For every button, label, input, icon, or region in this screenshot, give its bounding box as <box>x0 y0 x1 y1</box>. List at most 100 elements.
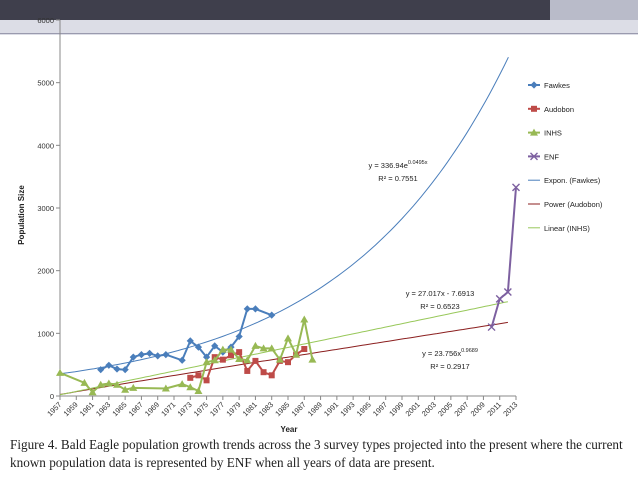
y-tick-label: 4000 <box>37 141 54 150</box>
x-tick-label: 1991 <box>322 400 340 418</box>
x-tick-label: 2001 <box>404 400 422 418</box>
data-point <box>195 372 202 379</box>
data-point <box>186 383 195 391</box>
y-tick-label: 6000 <box>37 16 54 25</box>
x-tick-label: 1995 <box>355 400 373 418</box>
data-point <box>113 380 121 388</box>
trendline <box>59 321 508 395</box>
x-tick-label: 1965 <box>110 400 128 418</box>
x-tick-label: 1987 <box>290 400 308 418</box>
data-point <box>512 183 520 192</box>
legend-label: Fawkes <box>544 81 570 90</box>
y-tick-label: 2000 <box>37 267 54 276</box>
data-point <box>228 352 234 359</box>
x-tick-label: 2003 <box>420 400 438 418</box>
data-point <box>260 369 267 376</box>
data-point <box>186 337 194 345</box>
data-point <box>121 385 130 393</box>
data-point <box>178 380 187 388</box>
y-axis-label: Population Size <box>17 185 26 245</box>
data-point <box>251 341 260 349</box>
y-tick-label: 3000 <box>37 204 54 213</box>
slide-header-band <box>0 20 638 35</box>
data-point <box>202 353 211 361</box>
legend-label: ENF <box>544 152 559 161</box>
legend-marker <box>530 128 538 136</box>
data-point <box>194 343 203 351</box>
data-point <box>292 350 301 358</box>
data-point <box>96 380 105 388</box>
x-tick-label: 2005 <box>436 400 454 418</box>
data-point <box>56 368 64 376</box>
slide-header-bar <box>0 0 638 20</box>
data-point <box>105 361 113 369</box>
data-point <box>284 334 292 342</box>
data-point <box>121 366 129 374</box>
data-point <box>104 379 113 387</box>
legend-label: Expon. (Fawkes) <box>544 176 601 185</box>
x-tick-label: 1997 <box>371 400 389 418</box>
data-point <box>300 315 309 323</box>
x-tick-label: 1957 <box>45 400 63 418</box>
trend-r-squared: R² = 0.7551 <box>378 174 417 183</box>
data-point <box>487 323 496 332</box>
data-point <box>202 358 211 366</box>
data-point <box>308 355 317 363</box>
x-tick-label: 2009 <box>469 400 487 418</box>
data-point <box>187 374 194 381</box>
trend-equation: y = 23.756x0.9689 <box>422 348 478 358</box>
slide-header-divider <box>0 33 638 34</box>
data-series <box>56 183 520 396</box>
x-tick-label: 1985 <box>273 400 291 418</box>
trendlines <box>59 56 509 396</box>
legend-marker <box>531 105 537 112</box>
x-tick-label: 1999 <box>387 400 405 418</box>
legend-label: Power (Audobon) <box>544 200 603 209</box>
population-chart: 0100020003000400050006000195719591961196… <box>17 16 603 434</box>
data-point <box>137 351 146 359</box>
x-tick-label: 1959 <box>62 400 80 418</box>
x-tick-label: 1983 <box>257 400 275 418</box>
x-tick-label: 1969 <box>143 400 161 418</box>
data-point <box>80 378 89 386</box>
data-point <box>211 342 219 350</box>
data-point <box>97 366 105 374</box>
x-tick-label: 1975 <box>192 400 210 418</box>
x-tick-label: 2007 <box>452 400 470 418</box>
data-point <box>495 294 504 303</box>
data-point <box>227 345 235 353</box>
figure-caption: Figure 4. Bald Eagle population growth t… <box>10 437 623 470</box>
y-tick-label: 1000 <box>37 329 54 338</box>
legend-marker <box>530 81 538 89</box>
x-tick-label: 1961 <box>78 400 96 418</box>
data-point <box>88 388 97 396</box>
x-tick-label: 1993 <box>338 400 356 418</box>
x-tick-label: 1977 <box>208 400 226 418</box>
data-point <box>243 356 252 364</box>
trend-equation: y = 27.017x - 7.6913 <box>406 289 475 298</box>
data-point <box>244 367 251 374</box>
legend-label: INHS <box>544 129 562 138</box>
data-point <box>154 352 162 360</box>
x-tick-label: 2011 <box>485 400 503 418</box>
x-tick-label: 2013 <box>501 400 519 418</box>
series-line <box>59 319 314 394</box>
legend-label: Linear (INHS) <box>544 224 590 233</box>
data-point <box>210 356 219 364</box>
data-point <box>194 386 203 394</box>
x-tick-label: 1971 <box>159 400 177 418</box>
legend-marker <box>530 152 538 161</box>
data-point <box>252 357 259 364</box>
data-point <box>162 351 170 359</box>
slide-header-accent <box>550 0 638 21</box>
data-point <box>203 377 210 384</box>
chart-legend: Fawkes Audobon INHS ENF Expon. (Fawkes) Power… <box>528 81 603 233</box>
data-point <box>145 349 154 357</box>
data-point <box>503 287 512 296</box>
series-line <box>490 187 517 328</box>
x-tick-label: 1967 <box>127 400 145 418</box>
x-tick-label: 1981 <box>241 400 259 418</box>
data-point <box>129 353 137 361</box>
trend-equation: y = 336.94e0.0495x <box>369 160 428 170</box>
data-point <box>161 384 170 392</box>
